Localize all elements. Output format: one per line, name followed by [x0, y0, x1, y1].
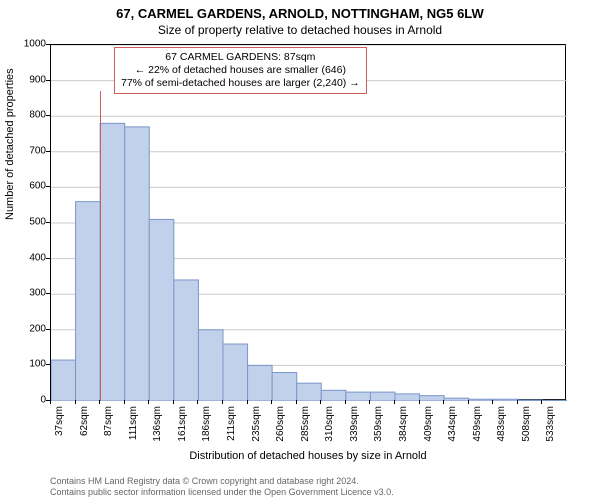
x-tick: 37sqm: [54, 406, 65, 450]
x-tick: 111sqm: [128, 406, 139, 450]
x-tick: 409sqm: [423, 406, 434, 450]
y-tick: 1000: [6, 39, 46, 50]
x-tick: 211sqm: [226, 406, 237, 450]
bar: [100, 123, 125, 401]
x-tick: 62sqm: [79, 406, 90, 450]
y-tick: 100: [6, 359, 46, 370]
x-tick: 459sqm: [472, 406, 483, 450]
x-tick: 186sqm: [201, 406, 212, 450]
bar: [493, 399, 518, 401]
annotation-box: 67 CARMEL GARDENS: 87sqm ← 22% of detach…: [114, 47, 367, 94]
bar: [370, 392, 395, 401]
bar: [51, 360, 76, 401]
y-tick: 600: [6, 181, 46, 192]
y-tick: 500: [6, 217, 46, 228]
x-tick: 434sqm: [447, 406, 458, 450]
chart-container: 67, CARMEL GARDENS, ARNOLD, NOTTINGHAM, …: [0, 0, 600, 500]
bar: [420, 396, 445, 401]
y-tick: 800: [6, 110, 46, 121]
x-tick: 384sqm: [398, 406, 409, 450]
x-axis-label: Distribution of detached houses by size …: [50, 450, 566, 462]
x-tick: 161sqm: [177, 406, 188, 450]
y-tick: 700: [6, 145, 46, 156]
y-tick: 0: [6, 395, 46, 406]
x-tick: 339sqm: [349, 406, 360, 450]
y-tick: 900: [6, 74, 46, 85]
bar: [395, 394, 420, 401]
chart-title: 67, CARMEL GARDENS, ARNOLD, NOTTINGHAM, …: [0, 0, 600, 21]
y-tick: 400: [6, 252, 46, 263]
y-tick: 300: [6, 288, 46, 299]
y-axis-label: Number of detached properties: [4, 68, 16, 220]
x-tick: 260sqm: [275, 406, 286, 450]
chart-subtitle: Size of property relative to detached ho…: [0, 21, 600, 37]
footer-line2: Contains public sector information licen…: [50, 487, 394, 498]
bar: [149, 219, 174, 401]
bar: [297, 383, 322, 401]
marker-line: [100, 91, 101, 401]
bar: [198, 330, 223, 401]
x-tick: 310sqm: [324, 406, 335, 450]
footer-line1: Contains HM Land Registry data © Crown c…: [50, 476, 394, 487]
bar: [444, 398, 469, 401]
plot-svg: [51, 45, 567, 401]
bar: [346, 392, 371, 401]
x-tick: 508sqm: [521, 406, 532, 450]
x-tick: 87sqm: [103, 406, 114, 450]
x-tick: 235sqm: [251, 406, 262, 450]
x-tick: 533sqm: [545, 406, 556, 450]
x-tick: 285sqm: [300, 406, 311, 450]
x-tick: 359sqm: [373, 406, 384, 450]
y-tick: 200: [6, 323, 46, 334]
bar: [76, 202, 101, 401]
footer: Contains HM Land Registry data © Crown c…: [50, 476, 394, 498]
bar: [223, 344, 248, 401]
bar: [174, 280, 199, 401]
annotation-line2: ← 22% of detached houses are smaller (64…: [121, 64, 360, 77]
bar: [272, 373, 297, 401]
bar: [125, 127, 150, 401]
bar: [469, 399, 494, 401]
x-tick: 483sqm: [496, 406, 507, 450]
bar: [248, 365, 273, 401]
annotation-line3: 77% of semi-detached houses are larger (…: [121, 77, 360, 90]
bar: [518, 400, 543, 401]
annotation-line1: 67 CARMEL GARDENS: 87sqm: [121, 51, 360, 64]
bar: [321, 390, 346, 401]
plot-area: 67 CARMEL GARDENS: 87sqm ← 22% of detach…: [50, 44, 566, 400]
bar: [542, 400, 567, 401]
x-tick: 136sqm: [152, 406, 163, 450]
